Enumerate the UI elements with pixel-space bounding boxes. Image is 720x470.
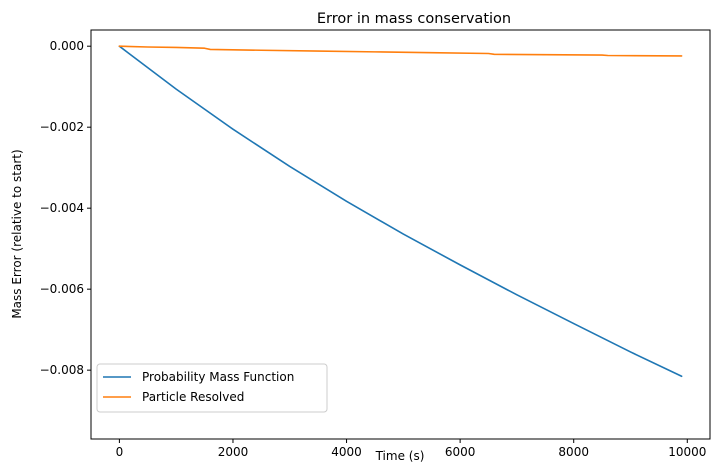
x-axis-label: Time (s)	[375, 449, 425, 463]
y-tick-label: −0.004	[40, 201, 84, 215]
x-tick-label: 6000	[445, 445, 476, 459]
legend-box	[96, 363, 328, 413]
x-tick-label: 10000	[668, 445, 706, 459]
x-axis: 0 2000 4000 6000 8000 10000	[116, 439, 706, 459]
x-tick-label: 4000	[331, 445, 362, 459]
y-tick-label: 0.000	[50, 39, 84, 53]
legend-label-probability-mass-function: Probability Mass Function	[142, 370, 294, 384]
legend-label-particle-resolved: Particle Resolved	[142, 390, 244, 404]
x-tick-label: 0	[116, 445, 124, 459]
x-tick-label: 8000	[558, 445, 589, 459]
y-axis-label: Mass Error (relative to start)	[10, 149, 24, 318]
y-tick-label: −0.002	[40, 120, 84, 134]
y-tick-label: −0.008	[40, 363, 84, 377]
x-tick-label: 2000	[218, 445, 249, 459]
chart-title: Error in mass conservation	[317, 11, 511, 27]
series-line-particle-resolved	[118, 45, 683, 57]
series-layer	[118, 45, 683, 378]
legend: Probability Mass Function Particle Resol…	[96, 363, 328, 413]
series-line-probability-mass-function	[118, 45, 683, 378]
y-tick-label: −0.006	[40, 282, 84, 296]
y-axis: 0.000 −0.002 −0.004 −0.006 −0.008	[40, 39, 91, 377]
